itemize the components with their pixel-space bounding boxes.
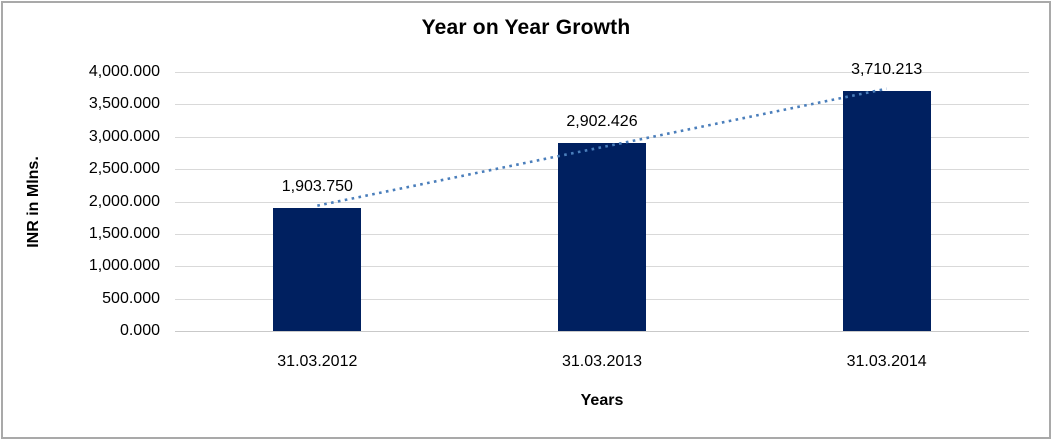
y-tick-label: 500.000 [102,289,160,307]
bar-value-label: 3,710.213 [851,60,923,78]
y-tick-label: 3,500.000 [88,95,160,113]
y-tick-label: 3,000.000 [88,127,160,145]
bar [273,207,362,331]
y-tick-label: 2,500.000 [88,160,160,178]
bar [558,143,646,331]
x-tick-label: 31.03.2013 [561,353,643,370]
y-tick-label: 2,000.000 [88,192,160,210]
chart-title: Year on Year Growth [421,16,631,39]
y-gridline [175,72,1029,73]
y-tick-label: 1,500.000 [88,224,160,242]
x-axis-title: Years [580,392,624,409]
x-tick-label: 31.03.2014 [846,353,927,370]
x-tick-label: 31.03.2012 [277,353,358,370]
y-tick-label: 1,000.000 [88,257,160,275]
y-tick-label: 4,000.000 [88,63,160,80]
y-gridline [175,331,1029,332]
bar-value-label: 2,902.426 [566,113,638,131]
bar [842,90,931,331]
y-tick-label: 0.000 [119,322,160,339]
bar-value-label: 1,903.750 [281,177,353,195]
